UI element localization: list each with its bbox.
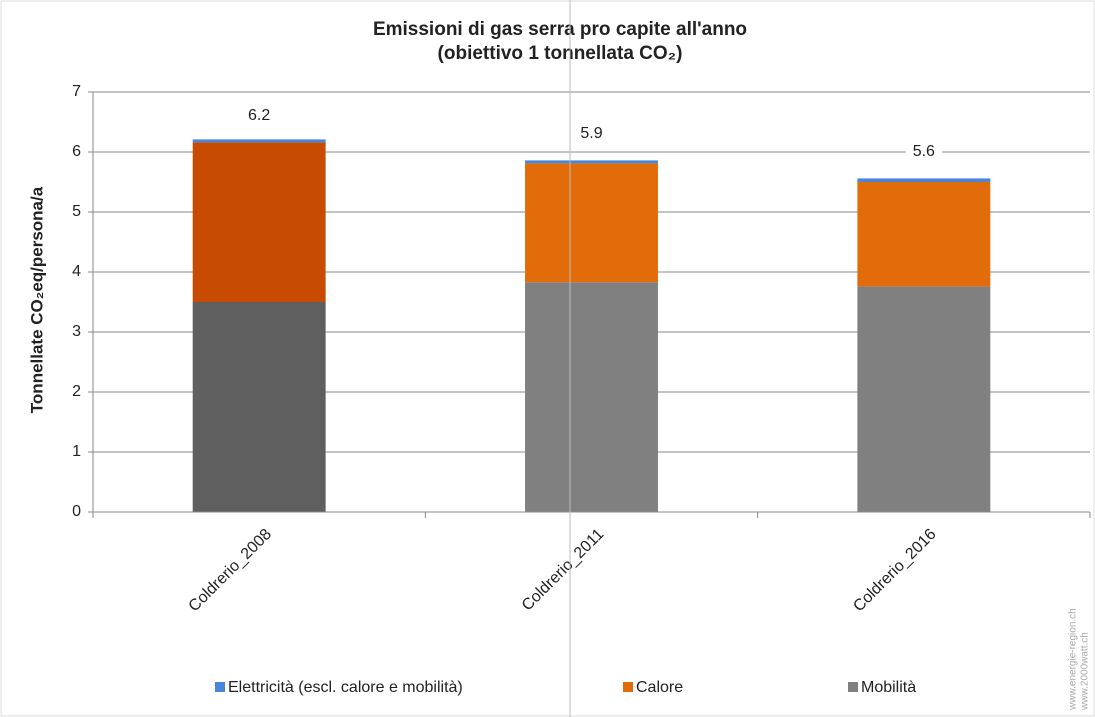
- bar-segment: [192, 139, 326, 143]
- bar-segment: [525, 282, 658, 512]
- watermark: www.energie-region.ch: [1068, 608, 1079, 711]
- chart-title: Emissioni di gas serra pro capite all'an…: [373, 19, 747, 40]
- total-label: 6.2: [248, 107, 270, 124]
- y-tick-label: 7: [72, 83, 81, 100]
- total-label-bg: [241, 106, 278, 126]
- bar-segment: [857, 286, 991, 512]
- bar-segment: [192, 142, 326, 302]
- y-tick-label: 4: [72, 263, 81, 280]
- y-axis-label: Tonnellate CO₂eq/persona/a: [27, 186, 46, 413]
- y-tick-label: 5: [72, 203, 81, 220]
- legend-swatch: [215, 682, 225, 692]
- bar-segment: [525, 163, 658, 283]
- bar-segment: [857, 182, 991, 287]
- y-tick-label: 3: [72, 323, 81, 340]
- legend-swatch: [623, 682, 633, 692]
- legend-label: Elettricità (escl. calore e mobilità): [228, 679, 463, 696]
- total-label-bg: [905, 142, 942, 162]
- bar-segment: [857, 178, 991, 182]
- legend-label: Calore: [636, 679, 683, 696]
- watermark: www.2000watt.ch: [1080, 632, 1091, 711]
- y-tick-label: 1: [72, 443, 81, 460]
- y-tick-label: 6: [72, 143, 81, 160]
- total-label-bg: [573, 124, 610, 144]
- total-label: 5.9: [580, 125, 602, 142]
- y-tick-label: 2: [72, 383, 81, 400]
- total-label: 5.6: [913, 143, 935, 160]
- bar-segment: [192, 302, 326, 512]
- chart-subtitle: (obiettivo 1 tonnellata CO₂): [438, 43, 683, 64]
- bar-segment: [525, 160, 658, 164]
- legend-swatch: [848, 682, 858, 692]
- y-tick-label: 0: [72, 503, 81, 520]
- legend-label: Mobilità: [861, 679, 916, 696]
